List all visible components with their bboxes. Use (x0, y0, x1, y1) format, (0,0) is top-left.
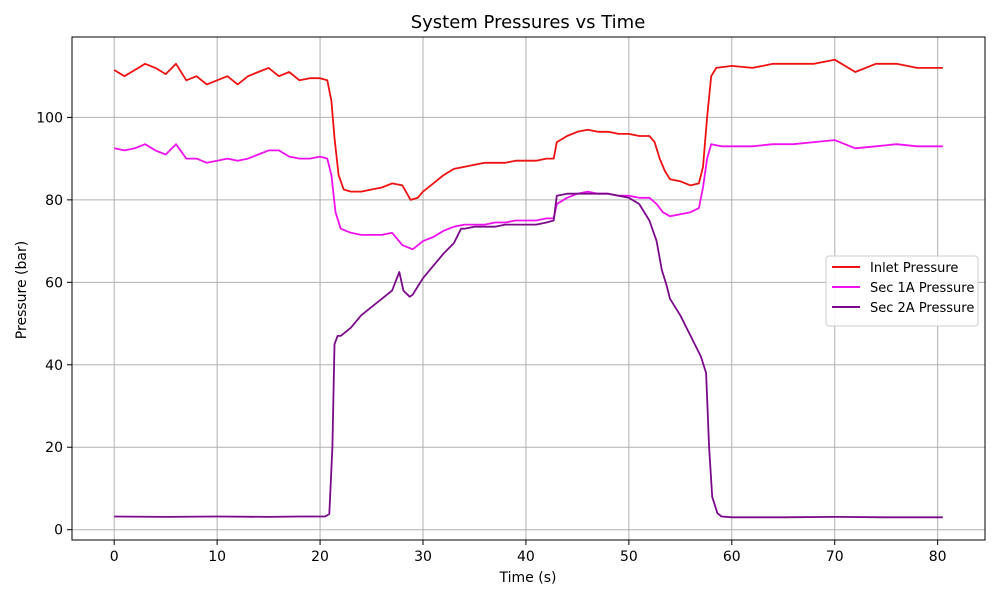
x-tick-label: 60 (723, 549, 741, 565)
y-tick-label: 60 (45, 275, 63, 291)
series-line-1 (113, 58, 943, 201)
x-tick-label: 0 (110, 549, 119, 565)
x-tick-label: 50 (620, 549, 638, 565)
legend-label: Sec 2A Pressure (870, 301, 974, 316)
y-axis-ticks: 0 20 40 60 80 100 (36, 110, 72, 539)
x-tick-label: 70 (826, 549, 844, 565)
legend-label: Inlet Pressure (870, 261, 958, 276)
x-axis-label: Time (s) (499, 570, 557, 586)
x-tick-label: 80 (929, 549, 947, 565)
x-tick-label: 40 (517, 549, 535, 565)
y-axis-label: Pressure (bar) (14, 241, 30, 339)
plot-frame (71, 36, 986, 541)
y-tick-label: 40 (45, 358, 63, 374)
legend-box (825, 255, 979, 327)
x-tick-label: 20 (311, 549, 329, 565)
y-tick-label: 0 (54, 523, 63, 539)
series-line-2 (114, 139, 943, 251)
y-tick-label: 80 (45, 193, 63, 209)
chart-title: System Pressures vs Time (411, 12, 646, 33)
series-line-3 (114, 192, 943, 519)
y-tick-label: 20 (45, 440, 63, 456)
legend-label: Sec 1A Pressure (870, 281, 974, 296)
x-tick-label: 30 (414, 549, 432, 565)
y-tick-label: 100 (36, 110, 63, 126)
legend: Inlet Pressure Sec 1A Pressure Sec 2A Pres… (825, 255, 979, 327)
x-tick-label: 10 (208, 549, 226, 565)
x-axis-ticks: 0 10 20 30 40 50 60 70 80 (110, 540, 947, 565)
series-group (113, 58, 943, 519)
